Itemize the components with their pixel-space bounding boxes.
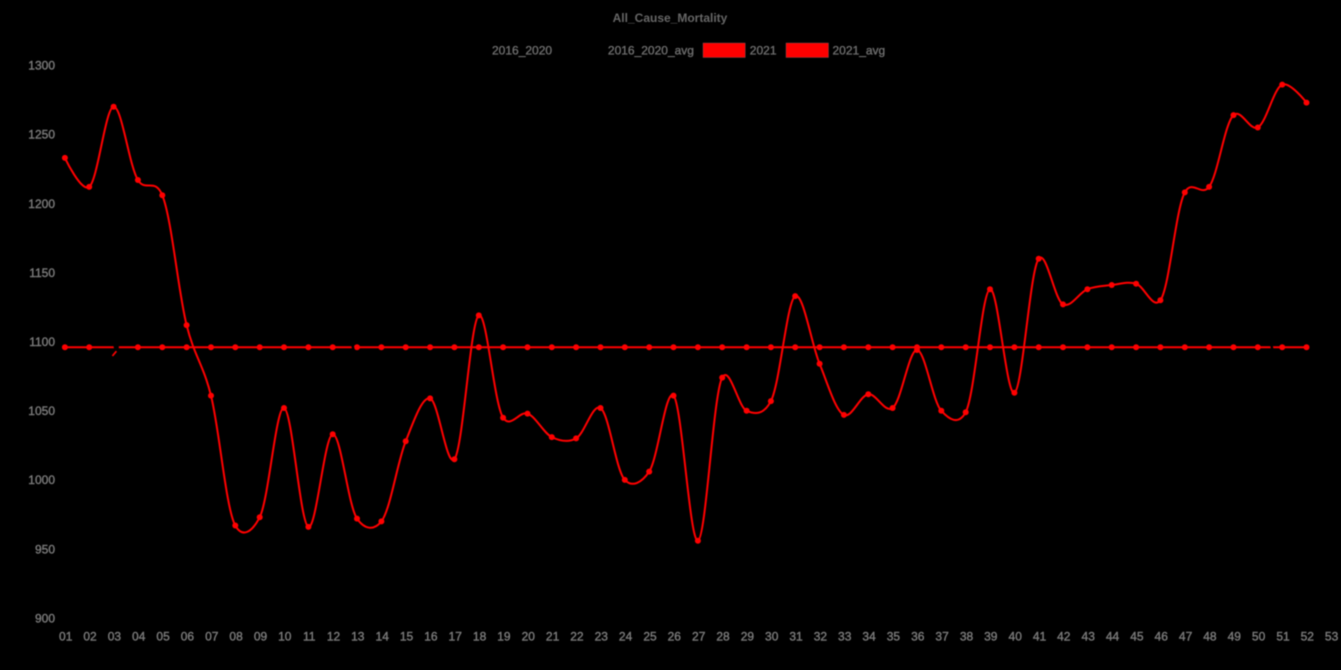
svg-text:38: 38 bbox=[960, 630, 974, 644]
svg-text:02: 02 bbox=[83, 630, 97, 644]
svg-text:22: 22 bbox=[570, 630, 584, 644]
svg-text:29: 29 bbox=[741, 630, 755, 644]
svg-text:1050: 1050 bbox=[28, 404, 55, 418]
svg-text:10: 10 bbox=[278, 630, 292, 644]
svg-text:43: 43 bbox=[1082, 630, 1096, 644]
svg-text:900: 900 bbox=[35, 611, 55, 625]
svg-text:13: 13 bbox=[351, 630, 365, 644]
svg-text:34: 34 bbox=[862, 630, 876, 644]
svg-text:49: 49 bbox=[1228, 630, 1242, 644]
svg-text:1250: 1250 bbox=[28, 128, 55, 142]
svg-text:33: 33 bbox=[838, 630, 852, 644]
svg-text:2016_2020_avg: 2016_2020_avg bbox=[608, 44, 694, 58]
svg-text:48: 48 bbox=[1203, 630, 1217, 644]
svg-text:37: 37 bbox=[935, 630, 949, 644]
svg-text:35: 35 bbox=[887, 630, 901, 644]
svg-text:1100: 1100 bbox=[29, 335, 55, 349]
svg-text:18: 18 bbox=[473, 630, 487, 644]
svg-text:1150: 1150 bbox=[29, 266, 55, 280]
svg-text:14: 14 bbox=[376, 630, 390, 644]
svg-text:31: 31 bbox=[789, 630, 803, 644]
svg-text:1200: 1200 bbox=[28, 197, 55, 211]
svg-text:52: 52 bbox=[1301, 630, 1315, 644]
svg-text:53: 53 bbox=[1325, 630, 1339, 644]
svg-text:09: 09 bbox=[254, 630, 268, 644]
svg-text:50: 50 bbox=[1252, 630, 1266, 644]
svg-text:47: 47 bbox=[1179, 630, 1193, 644]
svg-text:41: 41 bbox=[1033, 630, 1047, 644]
svg-text:28: 28 bbox=[716, 630, 730, 644]
svg-text:08: 08 bbox=[229, 630, 243, 644]
svg-text:30: 30 bbox=[765, 630, 779, 644]
svg-text:2021_avg: 2021_avg bbox=[833, 44, 886, 58]
svg-text:950: 950 bbox=[35, 542, 55, 556]
svg-text:04: 04 bbox=[132, 630, 146, 644]
svg-text:17: 17 bbox=[449, 630, 463, 644]
svg-text:07: 07 bbox=[205, 630, 219, 644]
svg-text:All_Cause_Mortality: All_Cause_Mortality bbox=[613, 11, 728, 25]
svg-text:44: 44 bbox=[1106, 630, 1120, 644]
svg-text:42: 42 bbox=[1057, 630, 1071, 644]
svg-text:39: 39 bbox=[984, 630, 998, 644]
svg-text:1300: 1300 bbox=[28, 59, 55, 73]
svg-text:45: 45 bbox=[1130, 630, 1144, 644]
svg-text:20: 20 bbox=[522, 630, 536, 644]
svg-text:2021: 2021 bbox=[750, 44, 777, 58]
svg-text:21: 21 bbox=[546, 630, 560, 644]
svg-text:12: 12 bbox=[327, 630, 341, 644]
svg-text:19: 19 bbox=[497, 630, 511, 644]
svg-text:26: 26 bbox=[668, 630, 682, 644]
svg-text:01: 01 bbox=[59, 630, 73, 644]
svg-text:32: 32 bbox=[814, 630, 828, 644]
svg-text:2016_2020: 2016_2020 bbox=[492, 44, 552, 58]
svg-text:46: 46 bbox=[1155, 630, 1169, 644]
svg-text:1000: 1000 bbox=[28, 473, 55, 487]
svg-text:27: 27 bbox=[692, 630, 706, 644]
svg-text:16: 16 bbox=[424, 630, 438, 644]
svg-text:51: 51 bbox=[1276, 630, 1290, 644]
svg-text:15: 15 bbox=[400, 630, 414, 644]
svg-text:11: 11 bbox=[303, 630, 316, 644]
svg-text:05: 05 bbox=[156, 630, 170, 644]
svg-text:06: 06 bbox=[181, 630, 195, 644]
svg-text:03: 03 bbox=[108, 630, 122, 644]
svg-text:36: 36 bbox=[911, 630, 925, 644]
svg-text:24: 24 bbox=[619, 630, 633, 644]
svg-text:25: 25 bbox=[643, 630, 657, 644]
svg-text:40: 40 bbox=[1009, 630, 1023, 644]
svg-text:23: 23 bbox=[595, 630, 609, 644]
